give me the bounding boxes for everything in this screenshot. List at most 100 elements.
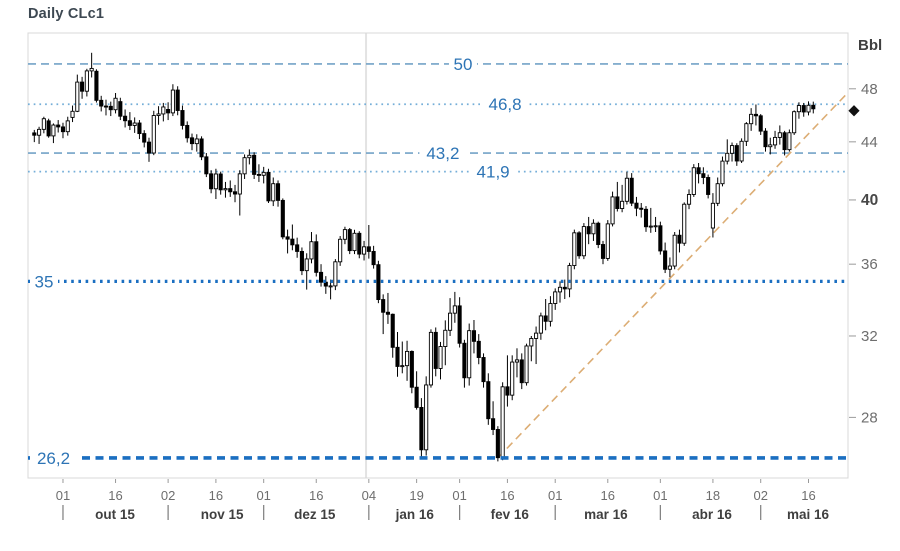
candle-body <box>51 124 56 137</box>
candle-body <box>577 232 582 257</box>
candle-body <box>581 226 586 257</box>
x-day-label: 01 <box>653 488 667 503</box>
candle-body <box>409 350 414 388</box>
candle-body <box>65 120 70 133</box>
candle-body <box>342 229 347 240</box>
x-day-label: 16 <box>801 488 815 503</box>
y-unit-label: Bbl <box>858 37 882 54</box>
candle-body <box>629 177 634 204</box>
candle-body <box>562 286 567 290</box>
candle-body <box>500 386 505 459</box>
x-day-label: 19 <box>409 488 423 503</box>
candle-body <box>275 183 281 201</box>
candle-body <box>118 101 123 117</box>
candle-body <box>376 264 381 301</box>
candle-body <box>749 113 754 125</box>
candle-body <box>624 177 629 202</box>
candle-body <box>753 113 758 117</box>
candle-body <box>486 381 491 420</box>
x-month-label: mai 16 <box>787 507 830 522</box>
candle-body <box>194 138 199 145</box>
candle-body <box>309 241 314 260</box>
candle-body <box>481 357 486 383</box>
candle-body <box>739 140 744 162</box>
candle-body <box>37 128 42 136</box>
candle-body <box>75 81 80 112</box>
candle-body <box>462 342 467 379</box>
candle-body <box>151 115 156 154</box>
candle-body <box>261 171 266 176</box>
candle-body <box>806 104 811 113</box>
candle-body <box>476 340 481 358</box>
candle-body <box>137 122 142 135</box>
chart-title: Daily CLc1 <box>28 6 105 22</box>
candle-body <box>362 246 367 255</box>
y-tick-label: 28 <box>861 409 878 426</box>
candle-body <box>166 109 171 114</box>
candle-body <box>385 311 390 315</box>
candle-body <box>113 97 118 111</box>
x-day-label: 16 <box>309 488 323 503</box>
candle-body <box>648 225 653 228</box>
x-day-label: 16 <box>500 488 514 503</box>
y-tick-label: 48 <box>861 81 878 98</box>
candle-body <box>185 124 190 139</box>
candle-body <box>366 246 371 252</box>
candle-body <box>56 124 61 128</box>
candle-body <box>41 118 46 130</box>
level-label: 43,2 <box>426 144 459 163</box>
candle-body <box>381 299 386 313</box>
candle-body <box>232 191 238 195</box>
level-label-mask <box>469 161 517 182</box>
candle-body <box>696 167 701 175</box>
candle-body <box>266 171 271 202</box>
x-day-label: 01 <box>56 488 70 503</box>
candle-body <box>89 67 94 72</box>
candle-body <box>218 173 223 191</box>
candle-body <box>352 232 357 252</box>
candle-body <box>792 111 797 134</box>
candle-body <box>333 261 338 287</box>
candle-body <box>586 226 591 235</box>
candle-body <box>80 81 85 92</box>
candle-body <box>357 232 362 255</box>
level-label: 35 <box>35 272 54 291</box>
candle-body <box>46 120 51 137</box>
trendline <box>497 93 848 459</box>
candle-body <box>161 106 166 115</box>
candle-body <box>223 188 228 191</box>
candle-body <box>189 137 195 145</box>
candle-body <box>280 199 285 238</box>
candle-body <box>252 154 257 175</box>
candle-body <box>720 160 725 185</box>
x-day-label: 01 <box>256 488 270 503</box>
candle-body <box>228 188 233 193</box>
candle-body <box>744 123 749 142</box>
y-tick-label: 36 <box>861 256 878 273</box>
candle-body <box>99 99 104 107</box>
level-label-mask <box>30 271 58 292</box>
candle-body <box>557 286 563 293</box>
candle-body <box>108 105 113 111</box>
candle-body <box>60 126 66 133</box>
candle-body <box>247 154 252 159</box>
candle-body <box>734 145 739 162</box>
candle-body <box>567 265 572 290</box>
candle-body <box>548 303 553 322</box>
candle-body <box>400 365 405 368</box>
candle-body <box>796 105 801 113</box>
x-day-label: 01 <box>452 488 466 503</box>
candle-body <box>448 312 453 331</box>
candle-body <box>610 196 615 225</box>
candle-body <box>787 132 792 151</box>
candle-body <box>615 196 620 209</box>
x-day-label: 18 <box>706 488 720 503</box>
candle-body <box>782 132 787 151</box>
candle-body <box>323 281 328 287</box>
candle-body <box>271 183 276 202</box>
candle-body <box>634 202 639 209</box>
candle-body <box>338 238 343 263</box>
x-month-label: jan 16 <box>395 507 435 522</box>
candle-body <box>763 130 768 148</box>
candle-body <box>213 173 218 190</box>
